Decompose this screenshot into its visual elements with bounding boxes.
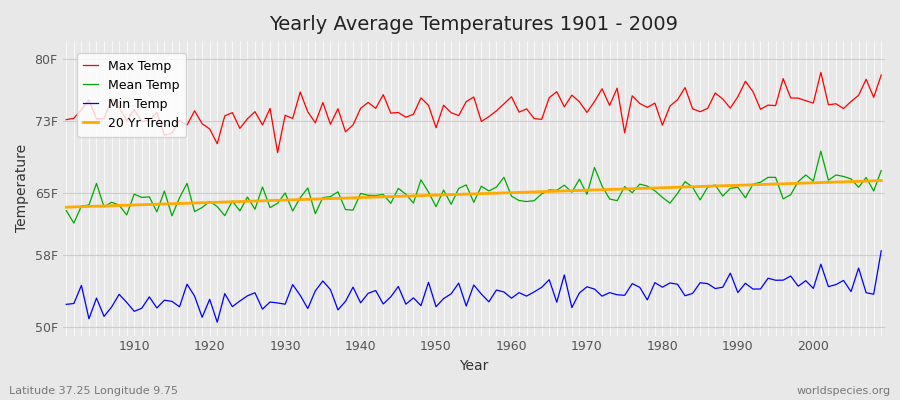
- Line: Mean Temp: Mean Temp: [67, 151, 881, 223]
- Title: Yearly Average Temperatures 1901 - 2009: Yearly Average Temperatures 1901 - 2009: [269, 15, 679, 34]
- Line: 20 Yr Trend: 20 Yr Trend: [67, 180, 881, 207]
- 20 Yr Trend: [506, 190, 517, 195]
- Text: Latitude 37.25 Longitude 9.75: Latitude 37.25 Longitude 9.75: [9, 386, 178, 396]
- Max Temp: [61, 117, 72, 122]
- 20 Yr Trend: [597, 187, 608, 192]
- 20 Yr Trend: [287, 197, 298, 202]
- 20 Yr Trend: [333, 196, 344, 201]
- Line: Min Temp: Min Temp: [67, 251, 881, 322]
- Min Temp: [514, 290, 525, 295]
- Mean Temp: [506, 194, 517, 198]
- 20 Yr Trend: [122, 203, 132, 208]
- Mean Temp: [876, 168, 886, 173]
- Mean Temp: [815, 149, 826, 154]
- Max Temp: [295, 90, 306, 94]
- Mean Temp: [514, 198, 525, 203]
- Max Temp: [272, 150, 283, 155]
- Max Temp: [122, 118, 132, 123]
- Max Temp: [815, 70, 826, 75]
- Mean Temp: [604, 196, 615, 201]
- Line: Max Temp: Max Temp: [67, 72, 881, 153]
- Y-axis label: Temperature: Temperature: [15, 144, 29, 232]
- Max Temp: [340, 130, 351, 134]
- Max Temp: [604, 103, 615, 108]
- Min Temp: [295, 293, 306, 298]
- Max Temp: [514, 110, 525, 114]
- Mean Temp: [68, 221, 79, 226]
- Min Temp: [61, 302, 72, 307]
- Min Temp: [340, 299, 351, 304]
- X-axis label: Year: Year: [459, 359, 489, 373]
- Min Temp: [876, 248, 886, 253]
- Min Temp: [506, 296, 517, 301]
- Min Temp: [212, 320, 222, 324]
- Mean Temp: [340, 207, 351, 212]
- 20 Yr Trend: [876, 178, 886, 183]
- Min Temp: [604, 290, 615, 295]
- Legend: Max Temp, Mean Temp, Min Temp, 20 Yr Trend: Max Temp, Mean Temp, Min Temp, 20 Yr Tre…: [77, 53, 186, 136]
- Mean Temp: [61, 208, 72, 213]
- Max Temp: [506, 94, 517, 99]
- Min Temp: [122, 300, 132, 305]
- Mean Temp: [129, 192, 140, 196]
- Max Temp: [876, 73, 886, 78]
- 20 Yr Trend: [499, 190, 509, 195]
- 20 Yr Trend: [61, 205, 72, 210]
- Mean Temp: [295, 195, 306, 200]
- Text: worldspecies.org: worldspecies.org: [796, 386, 891, 396]
